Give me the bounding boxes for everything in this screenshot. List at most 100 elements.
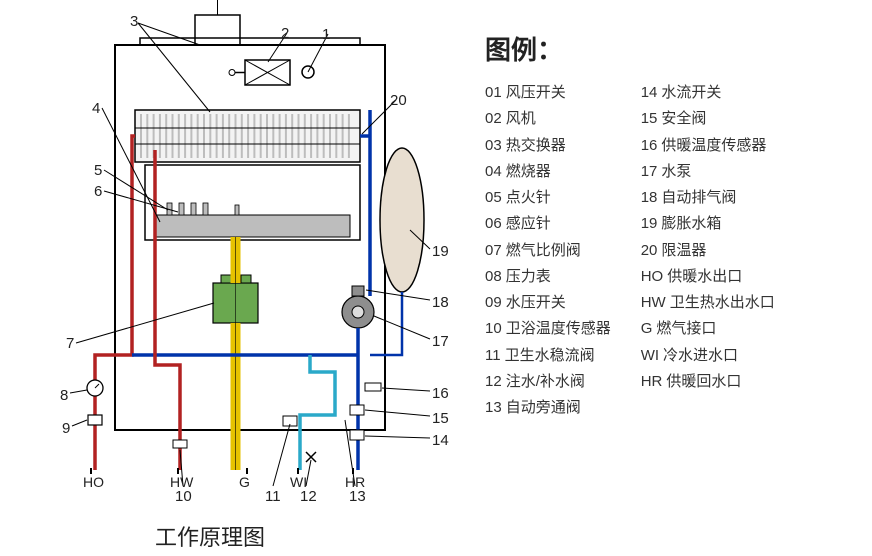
legend-text: 点火针: [506, 189, 551, 206]
legend-num: 17: [641, 163, 658, 180]
legend-item: 05点火针: [485, 186, 611, 209]
legend-text: 限温器: [661, 242, 706, 259]
legend-text: 卫浴温度传感器: [506, 320, 611, 337]
callout-6: 6: [94, 183, 102, 200]
legend-text: 卫生热水出水口: [670, 294, 775, 311]
legend-num: 01: [485, 84, 502, 101]
legend-text: 注水/补水阀: [506, 373, 585, 390]
legend-num: 12: [485, 373, 502, 390]
legend-item: 04燃烧器: [485, 160, 611, 183]
legend-num: WI: [641, 347, 659, 364]
legend-item: 02风机: [485, 107, 611, 130]
callout-7: 7: [66, 335, 74, 352]
callout-17: 17: [432, 333, 449, 350]
callout-14: 14: [432, 432, 449, 449]
callout-5: 5: [94, 162, 102, 179]
callout-13: 13: [349, 488, 366, 505]
legend-item: 01风压开关: [485, 81, 611, 104]
legend-text: 感应针: [506, 215, 551, 232]
legend-title-suffix: ：: [537, 35, 563, 65]
legend-item: HR供暖回水口: [641, 370, 775, 393]
legend-text: 压力表: [506, 268, 551, 285]
legend-text: 膨胀水箱: [661, 215, 721, 232]
port-WI: WI: [290, 474, 307, 490]
callout-2: 2: [281, 25, 289, 42]
legend-item: 16供暖温度传感器: [641, 134, 775, 157]
port-HO: HO: [83, 474, 104, 490]
legend-item: 11卫生水稳流阀: [485, 344, 611, 367]
legend-num: 15: [641, 110, 658, 127]
legend-num: 10: [485, 320, 502, 337]
legend-num: 03: [485, 137, 502, 154]
legend-num: 06: [485, 215, 502, 232]
legend-num: 16: [641, 137, 658, 154]
legend-text: 供暖回水口: [666, 373, 741, 390]
legend-item: 07燃气比例阀: [485, 239, 611, 262]
legend-item: 12注水/补水阀: [485, 370, 611, 393]
legend-num: 14: [641, 84, 658, 101]
legend-item: 13自动旁通阀: [485, 396, 611, 419]
legend-num: HW: [641, 294, 666, 311]
callout-12: 12: [300, 488, 317, 505]
legend-text: 供暖温度传感器: [661, 137, 766, 154]
legend-columns: 01风压开关02风机03热交换器04燃烧器05点火针06感应针07燃气比例阀08…: [485, 81, 865, 419]
diagram: [0, 0, 470, 556]
port-HR: HR: [345, 474, 365, 490]
legend-num: 13: [485, 399, 502, 416]
legend-text: 冷水进水口: [663, 347, 738, 364]
legend-item: 09水压开关: [485, 291, 611, 314]
legend-item: G燃气接口: [641, 317, 775, 340]
legend-text: 供暖水出口: [667, 268, 742, 285]
legend-text: 自动旁通阀: [506, 399, 581, 416]
legend-item: 19膨胀水箱: [641, 212, 775, 235]
callout-10: 10: [175, 488, 192, 505]
legend-text: 热交换器: [506, 137, 566, 154]
legend-num: 19: [641, 215, 658, 232]
legend-item: 18自动排气阀: [641, 186, 775, 209]
legend-text: 水泵: [661, 163, 691, 180]
legend-item: 08压力表: [485, 265, 611, 288]
legend-num: 09: [485, 294, 502, 311]
callout-4: 4: [92, 100, 100, 117]
callout-20: 20: [390, 92, 407, 109]
callout-11: 11: [265, 488, 281, 505]
legend-num: 20: [641, 242, 658, 259]
root: 1234567891011121314151617181920 HOHWGWIH…: [0, 0, 872, 556]
legend-text: 燃气接口: [656, 320, 716, 337]
legend-num: 02: [485, 110, 502, 127]
legend-text: 水流开关: [661, 84, 721, 101]
legend-item: 20限温器: [641, 239, 775, 262]
caption: 工作原理图: [155, 520, 265, 552]
legend-item: 15安全阀: [641, 107, 775, 130]
legend-text: 水压开关: [506, 294, 566, 311]
legend-text: 风压开关: [506, 84, 566, 101]
legend-col-2: 14水流开关15安全阀16供暖温度传感器17水泵18自动排气阀19膨胀水箱20限…: [641, 81, 775, 419]
legend-num: HO: [641, 268, 664, 285]
legend-title-text: 图例: [485, 35, 537, 65]
callout-15: 15: [432, 410, 449, 427]
legend-num: 08: [485, 268, 502, 285]
callout-19: 19: [432, 243, 449, 260]
legend-col-1: 01风压开关02风机03热交换器04燃烧器05点火针06感应针07燃气比例阀08…: [485, 81, 611, 419]
legend-text: 安全阀: [661, 110, 706, 127]
callout-18: 18: [432, 294, 449, 311]
legend-item: 10卫浴温度传感器: [485, 317, 611, 340]
callout-8: 8: [60, 387, 68, 404]
legend-item: HW卫生热水出水口: [641, 291, 775, 314]
legend-num: 11: [485, 347, 501, 364]
legend-text: 燃气比例阀: [506, 242, 581, 259]
legend-num: 18: [641, 189, 658, 206]
legend-title: 图例：: [485, 30, 865, 67]
legend-item: 17水泵: [641, 160, 775, 183]
callout-16: 16: [432, 385, 449, 402]
legend-num: HR: [641, 373, 663, 390]
legend-item: WI冷水进水口: [641, 344, 775, 367]
legend: 图例： 01风压开关02风机03热交换器04燃烧器05点火针06感应针07燃气比…: [485, 30, 865, 419]
legend-num: 04: [485, 163, 502, 180]
port-G: G: [239, 474, 250, 490]
legend-item: 06感应针: [485, 212, 611, 235]
legend-item: 03热交换器: [485, 134, 611, 157]
legend-num: 05: [485, 189, 502, 206]
legend-num: 07: [485, 242, 502, 259]
legend-item: 14水流开关: [641, 81, 775, 104]
